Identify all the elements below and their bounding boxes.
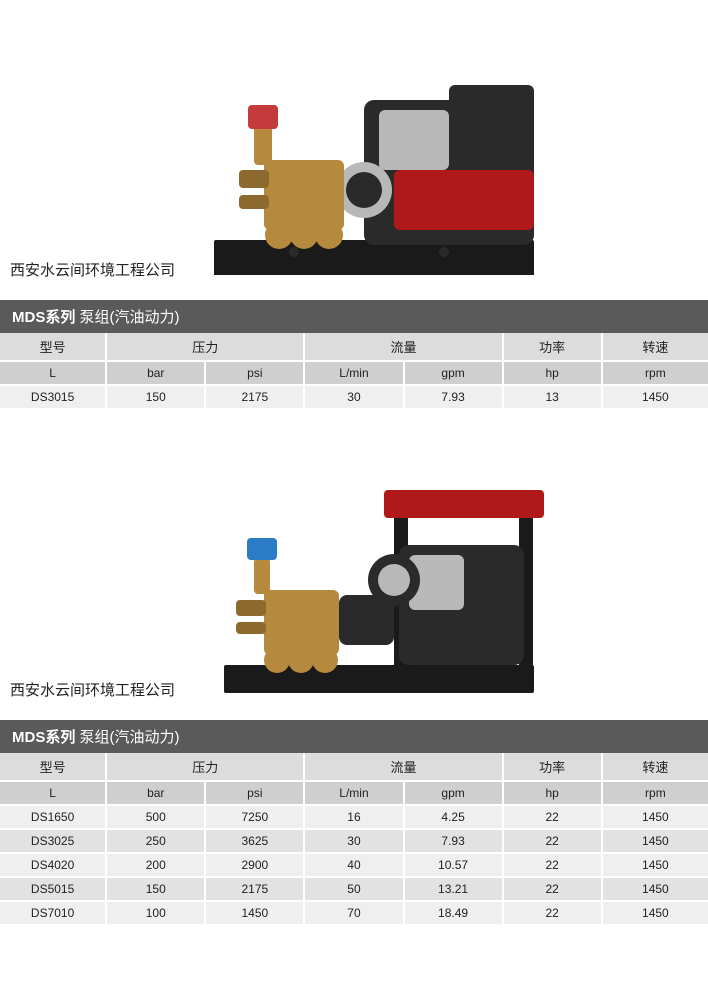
title-rest: 泵组(汽油动力) — [75, 309, 179, 326]
t2-header2: L bar psi L/min gpm hp rpm — [0, 781, 708, 805]
caption-1: 西安水云间环境工程公司 — [10, 259, 175, 280]
pump-svg-1 — [144, 30, 564, 290]
cell-hp: 22 — [503, 829, 602, 853]
cell-model: DS7010 — [0, 901, 106, 925]
pump-svg-2 — [144, 450, 564, 710]
spec-table-1: 型号 压力 流量 功率 转速 L bar psi L/min gpm hp rp… — [0, 333, 708, 410]
cell-model: DS3015 — [0, 385, 106, 409]
cell-gpm: 7.93 — [404, 385, 503, 409]
table-row: DS30151502175307.93131450 — [0, 385, 708, 409]
cell-psi: 3625 — [205, 829, 304, 853]
cell-model: DS5015 — [0, 877, 106, 901]
u-bar: bar — [106, 361, 205, 385]
h-model: 型号 — [0, 333, 106, 361]
section-2: 西安水云间环境工程公司 MDS系列 泵组(汽油动力) 型号 压力 流量 功率 转… — [0, 430, 708, 926]
table1-title: MDS系列 泵组(汽油动力) — [0, 300, 708, 333]
cell-hp: 22 — [503, 877, 602, 901]
cell-gpm: 4.25 — [404, 805, 503, 829]
spec-table-2: 型号 压力 流量 功率 转速 L bar psi L/min gpm hp rp… — [0, 753, 708, 926]
cell-hp: 22 — [503, 901, 602, 925]
table-row: DS402020029004010.57221450 — [0, 853, 708, 877]
t2-header1: 型号 压力 流量 功率 转速 — [0, 753, 708, 781]
cell-bar: 250 — [106, 829, 205, 853]
u2-bar: bar — [106, 781, 205, 805]
u2-psi: psi — [205, 781, 304, 805]
u-lmin: L/min — [304, 361, 403, 385]
h2-model: 型号 — [0, 753, 106, 781]
title-rest-2: 泵组(汽油动力) — [75, 729, 179, 746]
cell-lmin: 16 — [304, 805, 403, 829]
cell-rpm: 1450 — [602, 901, 708, 925]
h-power: 功率 — [503, 333, 602, 361]
h-speed: 转速 — [602, 333, 708, 361]
t1-header1: 型号 压力 流量 功率 转速 — [0, 333, 708, 361]
cell-psi: 2175 — [205, 385, 304, 409]
cell-hp: 22 — [503, 805, 602, 829]
cell-psi: 2175 — [205, 877, 304, 901]
u2-lmin: L/min — [304, 781, 403, 805]
h2-power: 功率 — [503, 753, 602, 781]
cell-lmin: 40 — [304, 853, 403, 877]
cell-lmin: 30 — [304, 829, 403, 853]
cell-model: DS1650 — [0, 805, 106, 829]
cell-psi: 2900 — [205, 853, 304, 877]
u2-hp: hp — [503, 781, 602, 805]
cell-rpm: 1450 — [602, 829, 708, 853]
cell-model: DS3025 — [0, 829, 106, 853]
cell-gpm: 7.93 — [404, 829, 503, 853]
t2-body: DS16505007250164.25221450DS3025250362530… — [0, 805, 708, 925]
t1-header2: L bar psi L/min gpm hp rpm — [0, 361, 708, 385]
cell-bar: 200 — [106, 853, 205, 877]
u2-model: L — [0, 781, 106, 805]
t1-body: DS30151502175307.93131450 — [0, 385, 708, 409]
cell-model: DS4020 — [0, 853, 106, 877]
cell-gpm: 10.57 — [404, 853, 503, 877]
title-series: MDS系列 — [12, 309, 75, 326]
h2-speed: 转速 — [602, 753, 708, 781]
caption-2: 西安水云间环境工程公司 — [10, 679, 175, 700]
cell-gpm: 13.21 — [404, 877, 503, 901]
cell-lmin: 50 — [304, 877, 403, 901]
h-flow: 流量 — [304, 333, 502, 361]
title-series-2: MDS系列 — [12, 729, 75, 746]
cell-rpm: 1450 — [602, 805, 708, 829]
cell-psi: 7250 — [205, 805, 304, 829]
table-row: DS701010014507018.49221450 — [0, 901, 708, 925]
cell-bar: 150 — [106, 385, 205, 409]
u-hp: hp — [503, 361, 602, 385]
u2-rpm: rpm — [602, 781, 708, 805]
cell-rpm: 1450 — [602, 385, 708, 409]
u-model: L — [0, 361, 106, 385]
cell-psi: 1450 — [205, 901, 304, 925]
u2-gpm: gpm — [404, 781, 503, 805]
cell-bar: 500 — [106, 805, 205, 829]
cell-gpm: 18.49 — [404, 901, 503, 925]
u-gpm: gpm — [404, 361, 503, 385]
table-row: DS16505007250164.25221450 — [0, 805, 708, 829]
h-pressure: 压力 — [106, 333, 304, 361]
cell-rpm: 1450 — [602, 853, 708, 877]
cell-lmin: 30 — [304, 385, 403, 409]
cell-rpm: 1450 — [602, 877, 708, 901]
cell-lmin: 70 — [304, 901, 403, 925]
table2-title: MDS系列 泵组(汽油动力) — [0, 720, 708, 753]
u-rpm: rpm — [602, 361, 708, 385]
u-psi: psi — [205, 361, 304, 385]
h2-flow: 流量 — [304, 753, 502, 781]
section-1: 西安水云间环境工程公司 MDS系列 泵组(汽油动力) 型号 压力 流量 功率 转… — [0, 0, 708, 410]
product-image-2: 西安水云间环境工程公司 — [0, 430, 708, 720]
table-row: DS501515021755013.21221450 — [0, 877, 708, 901]
cell-hp: 13 — [503, 385, 602, 409]
cell-hp: 22 — [503, 853, 602, 877]
h2-pressure: 压力 — [106, 753, 304, 781]
product-image-1: 西安水云间环境工程公司 — [0, 0, 708, 300]
cell-bar: 150 — [106, 877, 205, 901]
cell-bar: 100 — [106, 901, 205, 925]
table-row: DS30252503625307.93221450 — [0, 829, 708, 853]
